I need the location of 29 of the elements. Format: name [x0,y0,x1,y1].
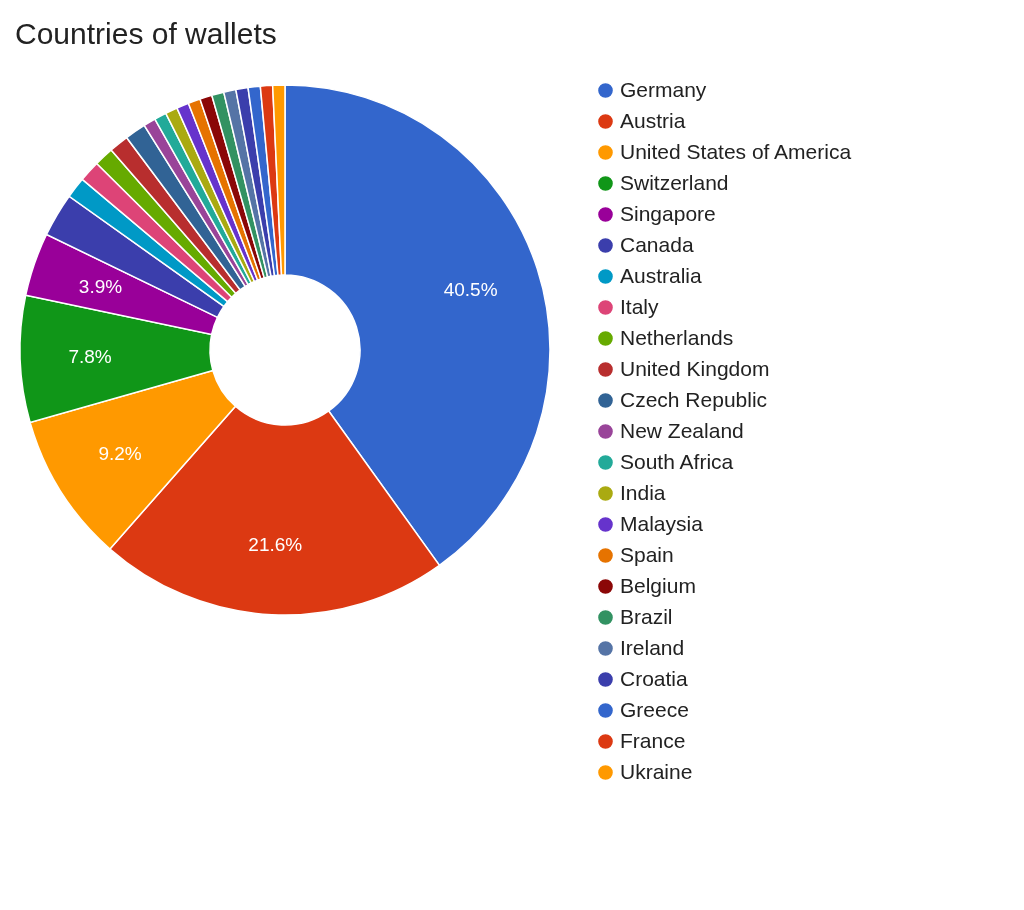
legend-label: Malaysia [620,511,704,535]
legend-label: Greece [620,697,689,721]
legend-label: Ireland [620,635,685,659]
legend-label: Switzerland [620,170,729,194]
legend-label: Germany [620,77,707,101]
legend-label: United States of America [620,139,852,163]
legend-label: Australia [620,263,703,287]
legend-label: Netherlands [620,325,734,349]
legend-label: Spain [620,542,674,566]
legend-label: Belgium [620,573,696,597]
legend-label: Canada [620,232,694,256]
legend-label: South Africa [620,449,734,473]
data-label: 21.6% [248,533,303,555]
legend-label: Singapore [620,201,716,225]
data-label: 7.8% [68,345,112,367]
legend-label: New Zealand [620,418,744,442]
legend-label: Austria [620,108,686,132]
data-label: 40.5% [443,279,498,301]
legend-label: Czech Republic [620,387,768,411]
legend-label: Italy [620,294,660,318]
legend-label: India [620,480,666,504]
legend-label: France [620,728,686,752]
legend-label: Croatia [620,666,689,690]
data-label: 9.2% [98,443,142,465]
legend-label: Brazil [620,604,673,628]
legend-label: United Kingdom [620,356,770,380]
data-label: 3.9% [78,275,123,297]
chart-title: Countries of wallets [15,17,277,50]
legend-label: Ukraine [620,759,693,783]
